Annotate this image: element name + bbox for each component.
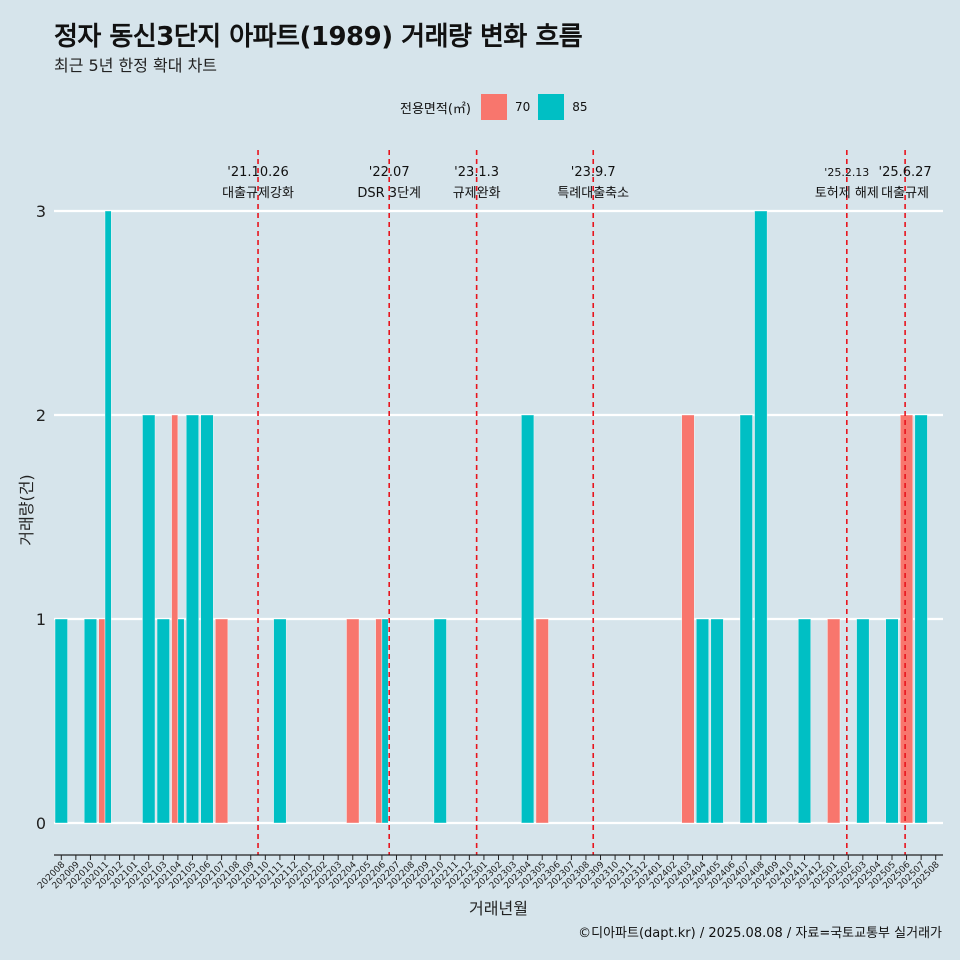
event-date-label: '21.10.26 (227, 165, 288, 180)
x-axis-title: 거래년월 (469, 899, 528, 918)
bar-85-202111 (273, 618, 287, 824)
legend-swatch-85 (538, 94, 565, 120)
legend-label-70: 70 (514, 100, 531, 114)
bar-85-202408 (754, 210, 768, 824)
bar-85-202505 (885, 618, 899, 824)
event-name-label: 대출규제강화 (222, 186, 294, 201)
bar-85-202507 (914, 414, 928, 824)
bar-85-202411 (798, 618, 812, 824)
event-date-label: '25.2.13 (824, 166, 869, 179)
event-date-label: '23.9.7 (571, 165, 616, 180)
legend-item-70: 70 (480, 94, 531, 120)
bar-70-202104 (171, 414, 179, 824)
bar-85-202011 (104, 210, 112, 824)
chart-subtitle: 최근 5년 한정 확대 차트 (54, 56, 218, 75)
bar-70-202206 (375, 618, 383, 824)
y-tick-label: 1 (36, 610, 46, 629)
bar-85-202210 (433, 618, 447, 824)
bar-70-202305 (535, 618, 549, 824)
legend-item-85: 85 (538, 94, 588, 120)
bar-85-202102 (142, 414, 156, 824)
bar-85-202405 (710, 618, 724, 824)
bar-70-202204 (346, 618, 360, 824)
bar-70-202506 (900, 414, 914, 824)
bar-85-202407 (739, 414, 753, 824)
bar-85-202008 (54, 618, 68, 824)
bar-85-202106 (200, 414, 214, 824)
bar-85-202304 (521, 414, 535, 824)
bar-85-202206 (381, 618, 389, 824)
y-tick-label: 2 (36, 406, 46, 425)
event-name-label: DSR 3단계 (357, 186, 421, 201)
bar-85-202404 (696, 618, 709, 824)
bar-85-202103 (156, 618, 170, 824)
y-tick-label: 3 (36, 202, 46, 221)
legend-label-85: 85 (572, 100, 588, 114)
event-date-label: '23.1.3 (454, 165, 499, 180)
bar-85-202010 (83, 618, 97, 824)
y-axis-title: 거래량(건) (17, 474, 36, 545)
bar-85-202105 (185, 414, 199, 824)
legend-title: 전용면적(㎡) (400, 101, 471, 117)
caption: ©디아파트(dapt.kr) / 2025.08.08 / 자료=국토교통부 실… (578, 926, 942, 941)
bar-70-202011 (98, 618, 106, 824)
chart-title: 정자 동신3단지 아파트(1989) 거래량 변화 흐름 (54, 22, 583, 52)
bar-85-202503 (856, 618, 870, 824)
event-name-label: 토허제 해제 (815, 186, 879, 201)
bar-70-202501 (827, 618, 841, 824)
event-name-label: 특례대출축소 (557, 186, 629, 201)
bar-85-202104 (177, 618, 185, 824)
bar-70-202107 (215, 618, 229, 824)
legend: 전용면적(㎡) 70 85 (400, 92, 596, 122)
bar-70-202403 (681, 414, 695, 824)
y-tick-label: 0 (36, 814, 46, 833)
event-name-label: 규제완화 (453, 186, 501, 201)
legend-swatch-70 (480, 94, 507, 120)
event-date-label: '22.07 (369, 165, 410, 180)
event-date-label: '25.6.27 (879, 165, 932, 180)
event-name-label: 대출규제 (881, 186, 929, 201)
